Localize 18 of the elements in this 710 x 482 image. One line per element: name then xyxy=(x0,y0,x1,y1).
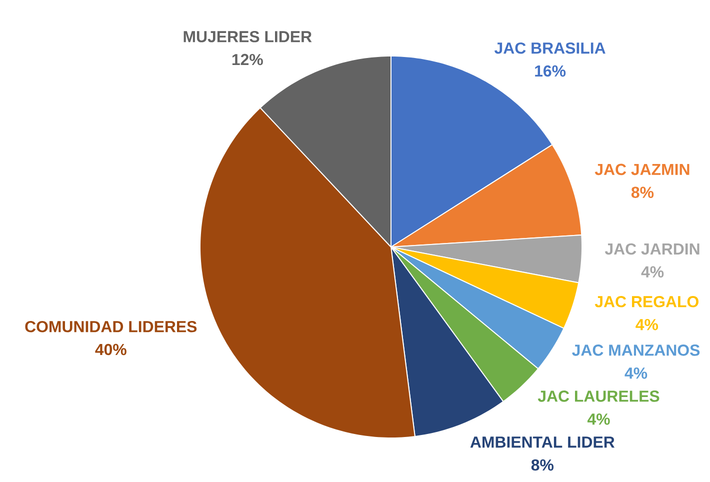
data-label: 12% xyxy=(232,54,263,66)
data-label: 4% xyxy=(624,367,648,379)
data-label: 4% xyxy=(641,266,664,278)
slice-label: JAC BRASILIA xyxy=(494,42,606,54)
data-label: 8% xyxy=(531,459,554,471)
data-label: 16% xyxy=(535,65,566,77)
slice-label: JAC JAZMIN xyxy=(594,164,690,176)
data-label: 4% xyxy=(636,318,658,330)
data-label: 8% xyxy=(631,186,654,198)
slice-label: JAC JARDIN xyxy=(604,243,700,255)
slice-label: JAC REGALO xyxy=(594,296,698,308)
slice-label: MUJERES LIDER xyxy=(184,31,312,42)
slice-label: AMBIENTAL LIDER xyxy=(470,436,615,448)
slice-label: JAC MANZANOS xyxy=(572,344,700,356)
data-label: 40% xyxy=(95,344,126,356)
data-label: 4% xyxy=(587,413,610,425)
slice-label: JAC LAURELES xyxy=(538,390,660,402)
slice-label: COMUNIDAD LIDERES xyxy=(25,320,197,332)
